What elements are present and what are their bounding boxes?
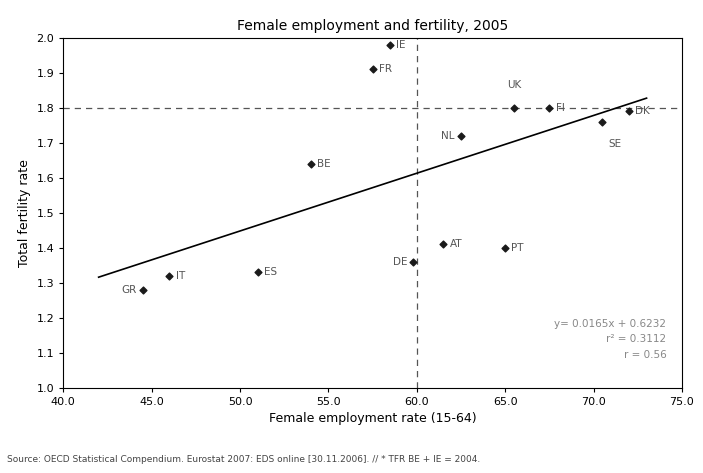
Text: DE: DE (392, 257, 407, 267)
Text: PT: PT (511, 243, 524, 253)
Point (305, 160, 316, 167)
Text: IE: IE (396, 40, 406, 50)
Text: DK: DK (635, 106, 650, 116)
Point (500, 244, 511, 252)
Text: IT: IT (176, 271, 185, 281)
Text: AT: AT (449, 239, 462, 249)
Text: UK: UK (507, 80, 521, 90)
Text: SE: SE (609, 140, 621, 149)
Point (508, 104, 520, 112)
Point (385, 41, 396, 49)
Point (456, 132, 467, 140)
Text: FI: FI (555, 103, 565, 113)
Point (164, 272, 175, 280)
Title: Female employment and fertility, 2005: Female employment and fertility, 2005 (237, 18, 508, 33)
Point (543, 104, 555, 112)
Point (367, 66, 378, 73)
Text: ES: ES (264, 267, 277, 277)
Text: FR: FR (379, 64, 392, 74)
Text: NL: NL (441, 131, 455, 141)
Point (624, 107, 635, 115)
Point (252, 269, 264, 276)
Text: GR: GR (122, 285, 136, 295)
Text: y= 0.0165x + 0.6232
r² = 0.3112
r = 0.56: y= 0.0165x + 0.6232 r² = 0.3112 r = 0.56 (555, 319, 666, 360)
Point (438, 241, 449, 248)
Point (597, 118, 608, 126)
Text: BE: BE (317, 159, 330, 169)
Point (408, 258, 419, 266)
Text: Source: OECD Statistical Compendium. Eurostat 2007: EDS online [30.11.2006]. // : Source: OECD Statistical Compendium. Eur… (7, 455, 480, 464)
Y-axis label: Total fertility rate: Total fertility rate (18, 159, 31, 267)
Point (137, 286, 148, 294)
X-axis label: Female employment rate (15-64): Female employment rate (15-64) (269, 412, 477, 425)
